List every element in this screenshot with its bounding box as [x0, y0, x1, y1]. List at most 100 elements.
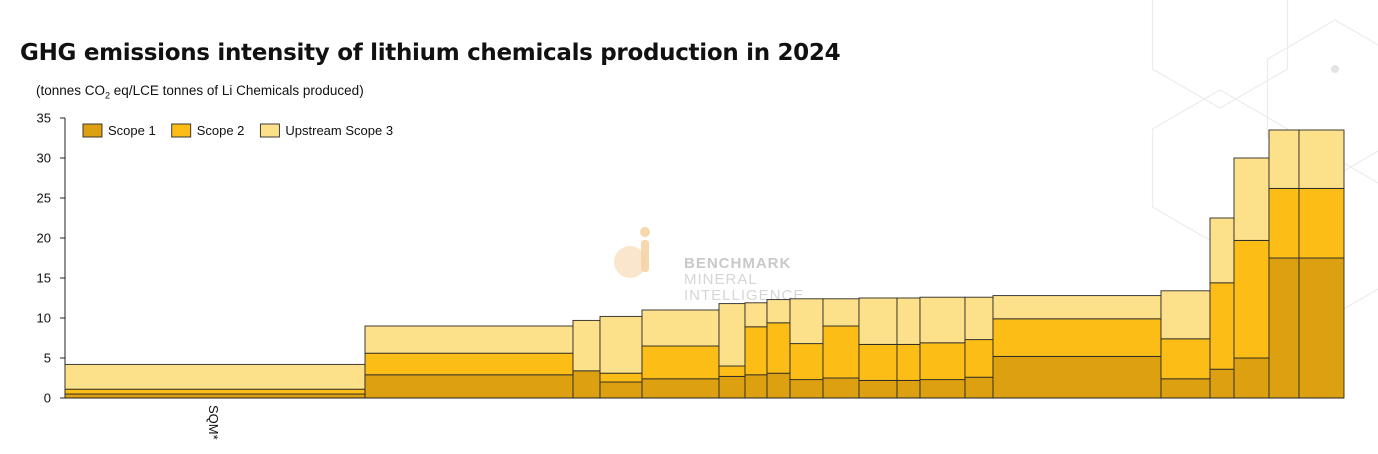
bar-segment-scope1 [572, 370, 601, 399]
y-tick-label: 0 [44, 391, 51, 406]
bar-16 [1160, 290, 1211, 399]
bar-segment-scope2 [1268, 187, 1300, 259]
bar-segment-scope1 [858, 379, 898, 399]
bar-17 [1209, 217, 1235, 399]
bar-segment-scope3 [1268, 129, 1300, 189]
bar-segment-scope3 [858, 297, 898, 345]
y-tick-label: 10 [37, 311, 51, 326]
bar-segment-scope1 [744, 374, 768, 399]
bar-segment-scope3 [992, 295, 1162, 320]
bar-segment-scope1 [641, 378, 720, 399]
x-annotation: SQM* [206, 405, 221, 440]
y-tick-label: 15 [37, 271, 51, 286]
bar-5 [641, 309, 720, 399]
bar-segment-scope1 [1233, 357, 1270, 399]
bar-segment-scope1 [896, 379, 921, 399]
hexagon-shape [1151, 0, 1289, 109]
bar-1 [64, 363, 366, 399]
bar-19 [1268, 129, 1300, 399]
legend-swatch [82, 123, 103, 138]
bar-segment-scope2 [858, 343, 898, 381]
bar-6 [718, 303, 746, 399]
bar-segment-scope2 [992, 318, 1162, 357]
watermark-logo-dot [640, 227, 650, 237]
bar-segment-scope3 [572, 319, 601, 372]
bar-11 [858, 297, 898, 399]
bar-segment-scope2 [1298, 187, 1345, 259]
legend-swatch [171, 123, 192, 138]
bar-8 [766, 299, 791, 399]
bar-segment-scope3 [964, 296, 994, 341]
bar-segment-scope1 [364, 374, 574, 399]
bar-segment-scope1 [64, 393, 366, 399]
chart-subtitle: (tonnes CO2 eq/LCE tonnes of Li Chemical… [36, 83, 364, 101]
bar-20 [1298, 129, 1345, 399]
bar-segment-scope3 [896, 297, 921, 345]
bar-segment-scope1 [1160, 378, 1211, 399]
bar-3 [572, 319, 601, 399]
bar-segment-scope2 [641, 345, 720, 380]
bar-segment-scope2 [599, 372, 643, 383]
bar-segment-scope1 [919, 379, 966, 399]
y-tick-label: 25 [37, 191, 51, 206]
bar-segment-scope3 [1209, 217, 1235, 284]
bar-segment-scope3 [641, 309, 720, 347]
bar-segment-scope2 [364, 352, 574, 376]
watermark-text-1: BENCHMARK [684, 255, 791, 272]
bar-segment-scope1 [964, 376, 994, 399]
chart-title: GHG emissions intensity of lithium chemi… [20, 40, 841, 66]
hexagon-shape [1266, 19, 1378, 177]
bar-4 [599, 315, 643, 399]
watermark-logo-mark [614, 246, 646, 278]
bar-segment-scope2 [1233, 239, 1270, 359]
hexagon-dot [1331, 65, 1339, 73]
bar-segment-scope1 [822, 377, 860, 399]
bar-segment-scope2 [64, 388, 366, 395]
bar-segment-scope2 [789, 343, 824, 381]
y-tick-label: 5 [44, 351, 51, 366]
bar-segment-scope3 [822, 298, 860, 327]
legend: Scope 1 Scope 2 Upstream Scope 3 [82, 123, 393, 138]
legend-swatch [259, 123, 280, 138]
subtitle-pre: (tonnes CO [36, 83, 106, 98]
bar-segment-scope3 [766, 299, 791, 324]
bar-segment-scope1 [766, 372, 791, 399]
watermark-logo-bar [641, 240, 649, 272]
bar-segment-scope1 [992, 355, 1162, 399]
y-tick-label: 35 [37, 111, 51, 126]
bar-9 [789, 298, 824, 399]
bar-segment-scope2 [718, 365, 746, 377]
bar-segment-scope2 [1209, 282, 1235, 370]
bar-7 [744, 302, 768, 399]
bar-segment-scope2 [766, 322, 791, 374]
bar-segment-scope2 [896, 343, 921, 381]
bar-18 [1233, 157, 1270, 399]
bar-segment-scope3 [1233, 157, 1270, 241]
bar-segment-scope1 [1298, 257, 1345, 399]
subtitle-sub: 2 [105, 90, 111, 101]
bar-segment-scope3 [718, 303, 746, 367]
bar-segment-scope3 [64, 363, 366, 390]
bars-group [64, 129, 1345, 399]
watermark-text-2: MINERAL [684, 271, 758, 288]
bar-segment-scope3 [1160, 290, 1211, 340]
bar-segment-scope3 [599, 315, 643, 374]
bar-2 [364, 325, 574, 399]
y-tick-label: 30 [37, 151, 51, 166]
bar-13 [919, 296, 966, 399]
bar-segment-scope1 [599, 381, 643, 399]
bar-14 [964, 296, 994, 399]
bar-segment-scope3 [744, 302, 768, 328]
bar-segment-scope3 [364, 325, 574, 354]
bar-segment-scope3 [789, 298, 824, 345]
bar-segment-scope2 [822, 325, 860, 379]
legend-label: Scope 2 [197, 123, 245, 138]
bar-segment-scope3 [919, 296, 966, 344]
bar-segment-scope1 [1209, 368, 1235, 399]
bar-12 [896, 297, 921, 399]
legend-label: Scope 1 [108, 123, 156, 138]
x-category-label: SQM* [206, 405, 221, 440]
bar-segment-scope2 [744, 326, 768, 376]
